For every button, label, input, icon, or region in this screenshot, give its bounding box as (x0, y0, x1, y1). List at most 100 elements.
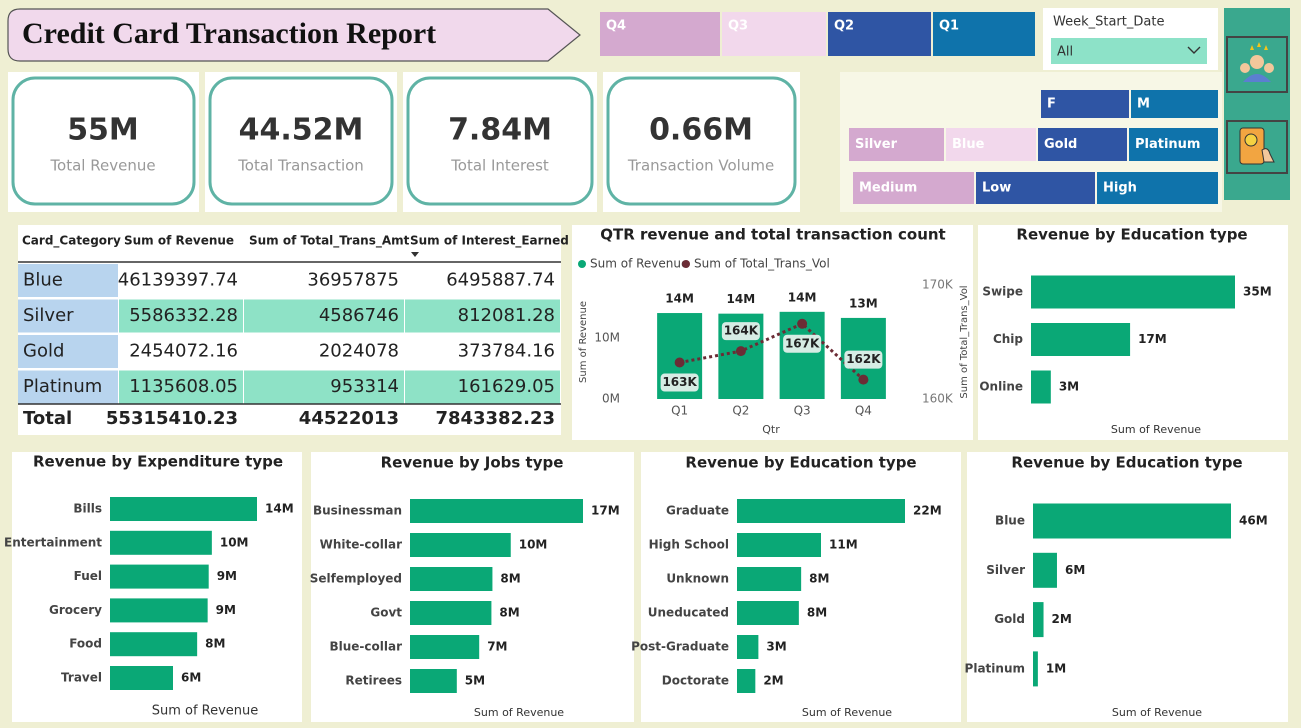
nav-button[interactable] (1226, 36, 1288, 93)
chart-panel (967, 452, 1288, 722)
data-label: 11M (829, 538, 858, 552)
table-cell-text: 2454072.16 (129, 341, 238, 362)
y-tick-label: Graduate (666, 504, 729, 518)
table-cell (119, 370, 243, 404)
y-tick-label: Swipe (982, 285, 1023, 299)
y-tick-label: High School (649, 538, 729, 552)
bar (410, 567, 493, 591)
x-axis-title: Sum of Revenue (1111, 423, 1201, 436)
table-total: 44522013 (299, 408, 399, 429)
slicer-tile[interactable] (976, 172, 1095, 204)
icon-hand (1261, 148, 1275, 163)
slicer-tile[interactable] (828, 12, 931, 56)
data-label: 3M (1059, 380, 1079, 394)
bar (1031, 370, 1051, 404)
slicer-tile[interactable] (849, 128, 944, 161)
report-title: Credit Card Transaction Report (22, 17, 436, 50)
slicer-tile[interactable] (1041, 90, 1129, 118)
data-label: 9M (216, 603, 236, 617)
data-label: 2M (1052, 612, 1072, 626)
kpi-value: 0.66M (649, 113, 753, 148)
table-cell (18, 299, 118, 333)
bar (110, 632, 198, 657)
x-axis-title: Sum of Revenue (1112, 706, 1202, 719)
icon-body (1243, 74, 1271, 82)
sort-indicator (411, 252, 419, 257)
y-tick-label: Platinum (965, 661, 1025, 675)
y-tick-label: Businessman (313, 504, 402, 518)
slicer-option: Low (982, 181, 1011, 196)
slicer-selected: All (1057, 45, 1073, 60)
y2-axis-title: Sum of Total_Trans_Vol (959, 285, 970, 398)
y-tick-label: 10M (594, 331, 620, 345)
y-tick-label: Chip (993, 332, 1023, 346)
bar (410, 669, 457, 693)
legend-marker (578, 260, 586, 268)
data-label: 8M (499, 606, 519, 620)
slicer-tile[interactable] (946, 128, 1036, 161)
bar (1033, 651, 1038, 687)
bar (110, 598, 208, 623)
y-tick-label: Retirees (345, 674, 402, 688)
slicer-tile[interactable] (1131, 90, 1218, 118)
table-cell-text: Silver (23, 305, 74, 326)
y-tick-label: Food (69, 637, 102, 651)
table-cell (18, 335, 118, 368)
table-cell-text: 812081.28 (458, 305, 555, 326)
data-label: 14M (265, 502, 294, 516)
data-label: 1M (1046, 661, 1066, 675)
slicer-tile[interactable] (853, 172, 974, 204)
slicer-tile[interactable] (1097, 172, 1218, 204)
slicer-tile[interactable] (600, 12, 720, 56)
chart-title: QTR revenue and total transaction count (600, 226, 945, 244)
bar (1033, 552, 1057, 588)
slicer-tile[interactable] (722, 12, 826, 56)
table-cell (405, 370, 560, 404)
dropdown[interactable] (1051, 38, 1207, 64)
kpi-card (603, 72, 800, 212)
table-cell-text: Blue (23, 270, 63, 291)
bar (410, 635, 480, 659)
bar (1031, 323, 1131, 356)
slicer-option: Blue (952, 137, 985, 152)
data-label: 17M (591, 504, 620, 518)
data-label: 14M (665, 292, 694, 306)
line-point (797, 318, 808, 329)
table-header: Sum of Total_Trans_Amt (249, 234, 410, 249)
table-cell-text: 5586332.28 (129, 305, 238, 326)
table-header: Card_Category (22, 234, 121, 249)
x-tick-label: Q2 (732, 404, 749, 418)
legend-label: Sum of Total_Trans_Vol (694, 257, 830, 271)
data-label: 14M (788, 290, 817, 304)
y-tick-label: Gold (994, 612, 1025, 626)
table-cell (405, 335, 560, 368)
y-tick-label: White-collar (320, 538, 402, 552)
slicer-tile[interactable] (1129, 128, 1218, 161)
data-label: 8M (807, 606, 827, 620)
bar (737, 499, 905, 523)
kpi-value: 55M (67, 113, 139, 148)
kpi-label: Total Transaction (237, 157, 364, 175)
bar (110, 666, 173, 690)
data-label: 9M (217, 569, 237, 583)
slicer-tile[interactable] (1038, 128, 1127, 161)
bar (110, 530, 212, 555)
bar (110, 497, 257, 521)
data-label-box (721, 322, 760, 341)
bar (410, 499, 583, 523)
data-label: 10M (220, 535, 249, 549)
x-axis-title: Sum of Revenue (474, 706, 564, 719)
bar (1033, 602, 1044, 638)
nav-button[interactable] (1226, 120, 1288, 174)
y2-tick-label: 170K (922, 278, 954, 292)
slicer-option: Q2 (834, 19, 854, 34)
y-tick-label: Post-Graduate (631, 640, 729, 654)
chevron (1187, 46, 1201, 54)
slicer-option: Platinum (1135, 137, 1200, 152)
table-cell-text: 161629.05 (458, 376, 555, 397)
slicer-tile[interactable] (933, 12, 1035, 56)
slicer-option: F (1047, 97, 1056, 112)
data-label: 35M (1243, 285, 1272, 299)
slicer-option: Q3 (728, 19, 748, 34)
data-label: 17M (1138, 332, 1167, 346)
